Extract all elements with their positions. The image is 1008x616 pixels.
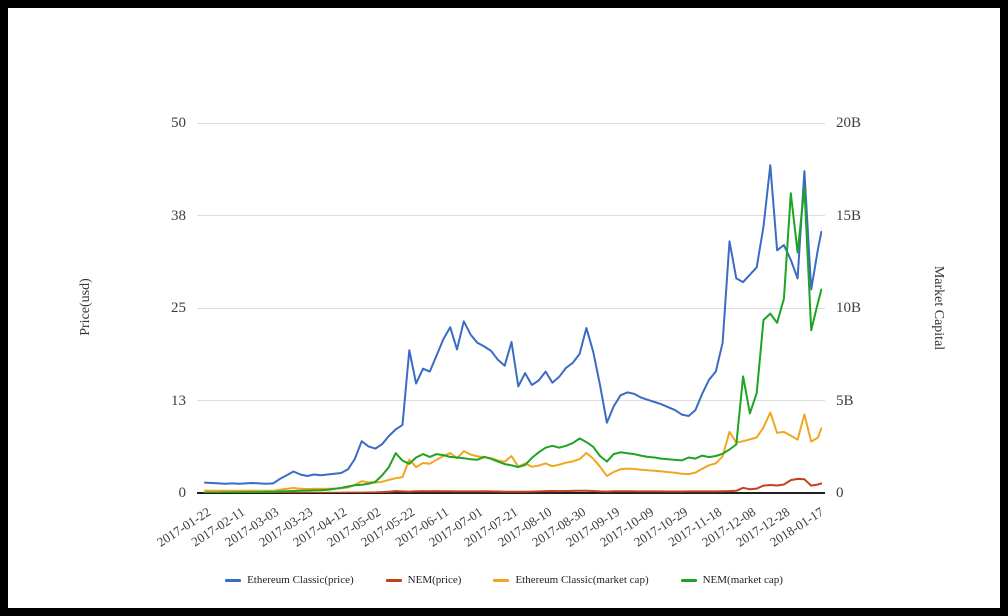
y-right-tick-label: 20B xyxy=(836,115,862,131)
y-left-tick-label: 38 xyxy=(171,207,186,224)
legend-item: Ethereum Classic(market cap) xyxy=(493,574,649,586)
y-left-tick-label: 50 xyxy=(171,115,186,131)
legend-label: NEM(price) xyxy=(407,574,462,586)
series-line-nem-price- xyxy=(204,477,822,493)
y-right-tick-label: 15B xyxy=(836,207,862,224)
series-line-ethereum-classic-market-cap- xyxy=(204,411,822,492)
chart-canvas: 0 13 25 38 50 0 5B 10B 15B 20B 2017-01-22 2017-02… xyxy=(8,8,1000,608)
x-axis-line xyxy=(197,492,825,494)
legend-swatch-icon xyxy=(225,578,242,582)
plot-area xyxy=(204,164,822,493)
y-left-tick-label: 0 xyxy=(178,485,187,501)
legend-item: Ethereum Classic(price) xyxy=(225,574,354,586)
y-left-tick-label: 25 xyxy=(171,300,186,316)
legend-label: Ethereum Classic(price) xyxy=(247,574,354,586)
legend-swatch-icon xyxy=(385,578,402,582)
gridline xyxy=(197,215,825,216)
gridline xyxy=(197,307,825,309)
y-right-tick-label: 0 xyxy=(836,485,844,501)
legend-item: NEM(market cap) xyxy=(680,574,783,586)
y-axis-right-title: Market Capital xyxy=(931,265,946,351)
legend: Ethereum Classic(price) NEM(price) Ethereu… xyxy=(8,574,1000,586)
y-axis-left-title: Price(usd) xyxy=(78,278,93,336)
legend-swatch-icon xyxy=(493,578,510,582)
gridline xyxy=(197,122,825,124)
legend-swatch-icon xyxy=(680,578,697,582)
y-left-tick-label: 13 xyxy=(171,392,186,409)
legend-label: NEM(market cap) xyxy=(702,574,783,586)
legend-label: Ethereum Classic(market cap) xyxy=(515,574,649,586)
y-right-tick-label: 10B xyxy=(836,300,862,316)
legend-item: NEM(price) xyxy=(385,574,462,586)
series-line-nem-market-cap- xyxy=(204,186,822,493)
series-line-ethereum-classic-price- xyxy=(204,164,822,485)
gridline xyxy=(197,400,825,401)
y-right-tick-label: 5B xyxy=(836,392,854,409)
